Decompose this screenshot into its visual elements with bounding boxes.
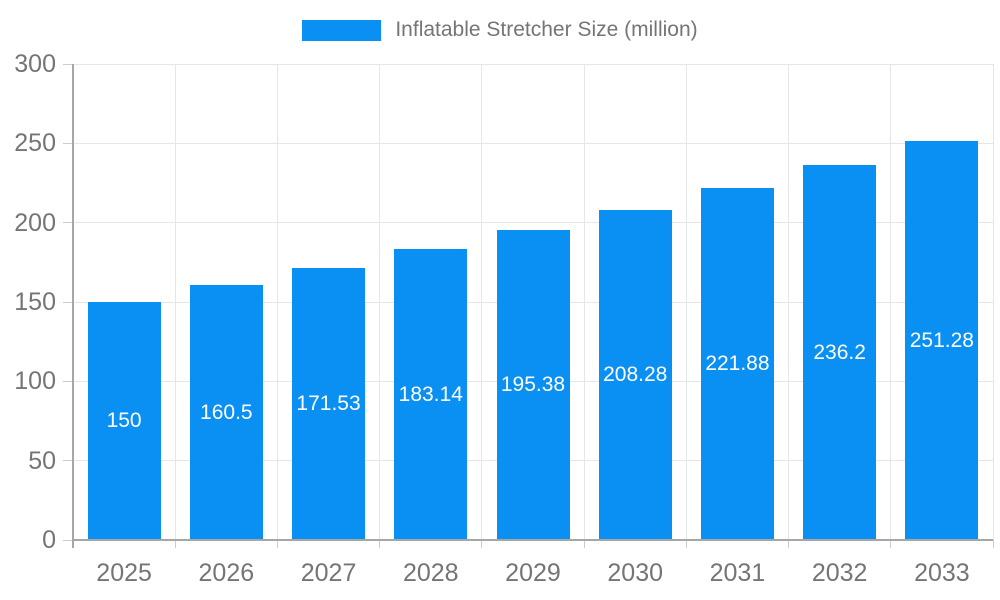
bar-value-label: 251.28 xyxy=(909,328,974,352)
y-gridline xyxy=(73,142,993,144)
x-axis-label: 2029 xyxy=(505,559,561,587)
x-axis-label: 2031 xyxy=(709,559,766,587)
x-tick xyxy=(685,540,687,548)
legend-swatch-icon[interactable] xyxy=(302,19,382,41)
y-gridline xyxy=(73,222,993,224)
y-tick xyxy=(63,63,73,65)
y-axis-label: 150 xyxy=(14,288,56,316)
x-gridline xyxy=(890,64,892,540)
x-gridline xyxy=(379,64,381,540)
y-axis-label: 200 xyxy=(14,208,56,237)
bar-2030[interactable]: 208.28 xyxy=(598,209,672,540)
bar-2033[interactable]: 251.28 xyxy=(905,141,979,540)
x-axis-label: 2030 xyxy=(607,559,664,587)
y-tick xyxy=(63,539,73,541)
y-axis-label: 100 xyxy=(14,367,56,396)
bar-2029[interactable]: 195.38 xyxy=(496,229,570,540)
x-gridline xyxy=(174,64,176,540)
bar-2026[interactable]: 160.5 xyxy=(189,285,263,540)
bar-2027[interactable]: 171.53 xyxy=(292,267,366,540)
bar-value-label: 171.53 xyxy=(296,391,361,415)
x-axis-label: 2025 xyxy=(96,559,152,587)
y-axis-line xyxy=(72,64,74,548)
bar-2032[interactable]: 236.2 xyxy=(803,165,877,540)
y-axis-label: 250 xyxy=(14,129,56,158)
x-tick xyxy=(890,540,892,548)
x-tick xyxy=(992,540,994,548)
y-tick xyxy=(63,460,73,462)
x-tick xyxy=(583,540,585,548)
x-gridline xyxy=(685,64,687,540)
bar-value-label: 183.14 xyxy=(398,382,463,406)
x-gridline xyxy=(788,64,790,540)
bar-value-label: 208.28 xyxy=(603,362,668,386)
y-tick xyxy=(63,142,73,144)
y-axis-label: 50 xyxy=(28,446,56,475)
y-tick xyxy=(63,222,73,224)
bar-2025[interactable]: 150 xyxy=(87,302,161,540)
x-gridline xyxy=(583,64,585,540)
bar-value-label: 150 xyxy=(106,409,142,432)
bar-2031[interactable]: 221.88 xyxy=(700,187,774,540)
x-gridline xyxy=(992,64,994,540)
x-tick xyxy=(276,540,278,548)
bar-value-label: 236.2 xyxy=(813,340,866,364)
y-tick xyxy=(63,301,73,303)
x-gridline xyxy=(481,64,483,540)
y-gridline xyxy=(73,63,993,65)
bar-value-label: 221.88 xyxy=(705,351,770,375)
x-axis-label: 2032 xyxy=(811,559,868,587)
x-tick xyxy=(788,540,790,548)
y-tick xyxy=(63,380,73,382)
x-tick xyxy=(481,540,483,548)
bar-value-label: 195.38 xyxy=(500,372,566,396)
y-axis-label: 300 xyxy=(14,50,56,78)
x-axis-label: 2033 xyxy=(914,559,970,587)
x-axis-label: 2028 xyxy=(402,559,459,587)
x-axis-line xyxy=(73,539,993,541)
legend-label[interactable]: Inflatable Stretcher Size (million) xyxy=(395,18,698,41)
y-axis-label: 0 xyxy=(42,526,56,554)
bar-value-label: 160.5 xyxy=(200,400,253,424)
x-gridline xyxy=(276,64,278,540)
x-tick xyxy=(174,540,176,548)
x-axis-label: 2026 xyxy=(198,559,255,587)
x-tick xyxy=(379,540,381,548)
x-axis-label: 2027 xyxy=(300,559,357,587)
bar-2028[interactable]: 183.14 xyxy=(394,249,468,540)
legend: Inflatable Stretcher Size (million) xyxy=(0,17,1000,43)
